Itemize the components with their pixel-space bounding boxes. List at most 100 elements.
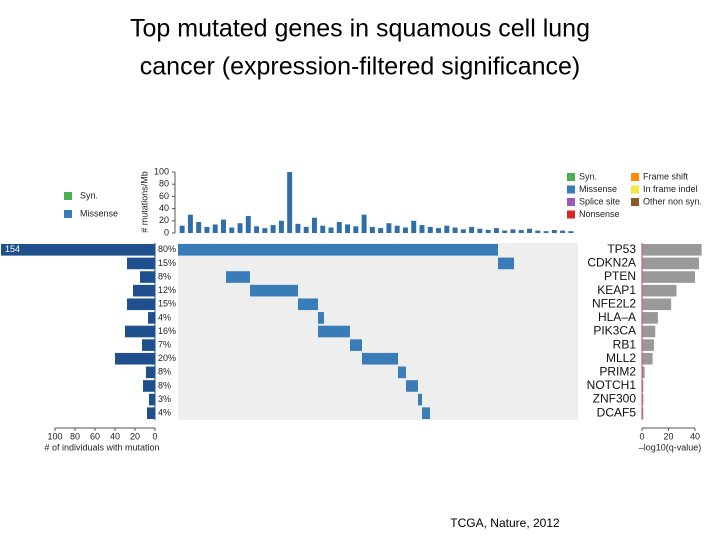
bar <box>642 312 658 324</box>
x-axis-label: –log10(q-value) <box>639 442 702 452</box>
bar <box>127 298 155 311</box>
bar <box>143 380 155 392</box>
x-tick-label: 40 <box>110 431 120 441</box>
bar <box>543 231 549 233</box>
bar <box>642 257 699 270</box>
title-line: cancer (expression-filtered significance… <box>140 53 580 81</box>
bar <box>642 393 644 406</box>
bar <box>642 407 644 419</box>
gene-label: HLA–A <box>598 310 636 324</box>
mutation-run <box>498 257 514 270</box>
mutation-run <box>398 366 406 379</box>
gene-label: NFE2L2 <box>592 296 636 310</box>
percent-label: 8% <box>158 271 171 281</box>
bar <box>148 312 155 324</box>
legend-label: Splice site <box>579 196 620 206</box>
bar <box>149 393 155 406</box>
bar <box>221 219 226 233</box>
bar <box>146 366 155 379</box>
x-axis-label: # of individuals with mutation <box>44 442 159 452</box>
gene-label: CDKN2A <box>587 256 636 270</box>
bar <box>303 226 309 233</box>
bar <box>518 229 524 233</box>
bar <box>125 325 155 338</box>
legend-label: Nonsense <box>579 209 620 219</box>
percent-label: 8% <box>158 367 171 377</box>
bar <box>328 227 334 233</box>
mutation-run <box>298 298 318 311</box>
bar <box>336 222 342 233</box>
bar <box>502 230 508 233</box>
legend-swatch <box>64 192 72 200</box>
x-tick-label: 20 <box>130 431 140 441</box>
bar <box>402 227 408 233</box>
bar <box>147 407 155 419</box>
bar <box>642 339 654 351</box>
x-tick-label: 20 <box>663 431 673 441</box>
bar <box>436 228 442 233</box>
gene-label: DCAF5 <box>597 405 637 419</box>
bar <box>452 227 458 233</box>
bar <box>642 325 656 338</box>
bar <box>245 215 251 233</box>
bar <box>642 244 702 256</box>
legend-swatch <box>631 185 639 194</box>
mutation-run <box>350 339 362 351</box>
mutation-run <box>226 271 250 283</box>
percent-label: 8% <box>158 380 171 390</box>
x-tick-label: 60 <box>90 431 100 441</box>
bar <box>642 366 645 379</box>
bar <box>361 214 367 233</box>
gene-label: ZNF300 <box>593 392 637 406</box>
legend-swatch <box>631 198 639 206</box>
bar <box>535 230 541 233</box>
bar <box>115 352 155 365</box>
bar <box>204 226 210 233</box>
source: TCGA, Nature, 2012 <box>450 516 560 530</box>
legend-label: Syn. <box>579 171 597 181</box>
legend-swatch <box>64 210 72 218</box>
bar <box>427 226 433 233</box>
mutation-run <box>418 393 422 406</box>
y-tick-label: 0 <box>164 227 169 237</box>
mutation-run <box>422 407 430 419</box>
bar <box>386 223 392 233</box>
percent-label: 12% <box>158 285 176 295</box>
gene-label: RB1 <box>613 337 637 351</box>
title-line: Top mutated genes in squamous cell lung <box>130 15 590 43</box>
mutation-run <box>250 284 298 297</box>
bar <box>444 225 450 233</box>
legend-label: Missense <box>579 184 617 194</box>
bar <box>642 380 644 392</box>
bar <box>1 244 155 256</box>
bar <box>460 229 466 233</box>
bar <box>485 229 491 233</box>
x-tick-label: 0 <box>152 431 157 441</box>
bar <box>196 222 202 233</box>
bar <box>568 231 574 233</box>
percent-label: 15% <box>158 258 176 268</box>
y-axis-label: # mutations/Mb <box>139 171 149 233</box>
gene-label: PTEN <box>604 269 636 283</box>
bar <box>411 220 417 233</box>
x-tick-label: 100 <box>47 431 62 441</box>
percent-label: 15% <box>158 299 176 309</box>
gene-label: NOTCH1 <box>587 378 637 392</box>
bar <box>510 229 516 233</box>
bar <box>254 226 260 233</box>
legend-label: Frame shift <box>643 171 689 181</box>
bar <box>551 229 557 233</box>
x-tick-label: 40 <box>690 431 700 441</box>
bar <box>560 230 566 233</box>
bar <box>237 223 243 233</box>
percent-label: 16% <box>158 326 176 336</box>
legend-swatch <box>567 185 575 194</box>
bar <box>493 228 499 233</box>
bar <box>179 225 185 233</box>
y-tick-label: 20 <box>159 215 169 225</box>
legend-swatch <box>567 173 575 181</box>
bar <box>320 225 326 233</box>
mutation-run <box>318 312 324 324</box>
